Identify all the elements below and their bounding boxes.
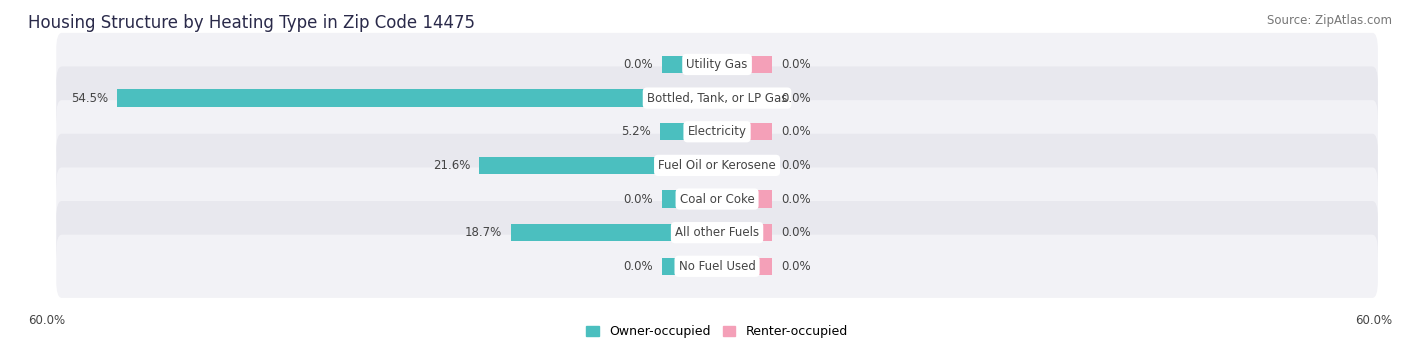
Text: All other Fuels: All other Fuels: [675, 226, 759, 239]
Text: 54.5%: 54.5%: [70, 92, 108, 105]
FancyBboxPatch shape: [56, 134, 1378, 197]
FancyBboxPatch shape: [56, 201, 1378, 264]
Text: No Fuel Used: No Fuel Used: [679, 260, 755, 273]
Text: 0.0%: 0.0%: [623, 58, 654, 71]
Text: 0.0%: 0.0%: [780, 92, 811, 105]
Text: 0.0%: 0.0%: [780, 193, 811, 206]
Bar: [662, 190, 717, 208]
Text: 0.0%: 0.0%: [623, 260, 654, 273]
FancyBboxPatch shape: [56, 167, 1378, 231]
Text: Coal or Coke: Coal or Coke: [679, 193, 755, 206]
Bar: [717, 257, 772, 275]
Text: 0.0%: 0.0%: [780, 125, 811, 138]
Text: Utility Gas: Utility Gas: [686, 58, 748, 71]
Text: Source: ZipAtlas.com: Source: ZipAtlas.com: [1267, 14, 1392, 27]
Bar: [659, 123, 717, 140]
Bar: [717, 56, 772, 73]
Text: Bottled, Tank, or LP Gas: Bottled, Tank, or LP Gas: [647, 92, 787, 105]
FancyBboxPatch shape: [56, 33, 1378, 96]
Bar: [717, 89, 772, 107]
Text: Electricity: Electricity: [688, 125, 747, 138]
Text: 60.0%: 60.0%: [1355, 314, 1392, 327]
Text: 18.7%: 18.7%: [465, 226, 502, 239]
Bar: [479, 157, 717, 174]
Bar: [117, 89, 717, 107]
Bar: [717, 157, 772, 174]
FancyBboxPatch shape: [56, 66, 1378, 130]
Text: 60.0%: 60.0%: [28, 314, 65, 327]
Bar: [662, 257, 717, 275]
Text: 0.0%: 0.0%: [780, 226, 811, 239]
Text: 21.6%: 21.6%: [433, 159, 471, 172]
FancyBboxPatch shape: [56, 100, 1378, 163]
Text: 0.0%: 0.0%: [780, 159, 811, 172]
Bar: [717, 123, 772, 140]
Bar: [512, 224, 717, 241]
FancyBboxPatch shape: [56, 235, 1378, 298]
Bar: [717, 224, 772, 241]
Bar: [717, 190, 772, 208]
Text: 0.0%: 0.0%: [780, 58, 811, 71]
Bar: [662, 56, 717, 73]
Text: Housing Structure by Heating Type in Zip Code 14475: Housing Structure by Heating Type in Zip…: [28, 14, 475, 32]
Text: Fuel Oil or Kerosene: Fuel Oil or Kerosene: [658, 159, 776, 172]
Text: 0.0%: 0.0%: [780, 260, 811, 273]
Text: 0.0%: 0.0%: [623, 193, 654, 206]
Text: 5.2%: 5.2%: [621, 125, 651, 138]
Legend: Owner-occupied, Renter-occupied: Owner-occupied, Renter-occupied: [586, 325, 848, 338]
